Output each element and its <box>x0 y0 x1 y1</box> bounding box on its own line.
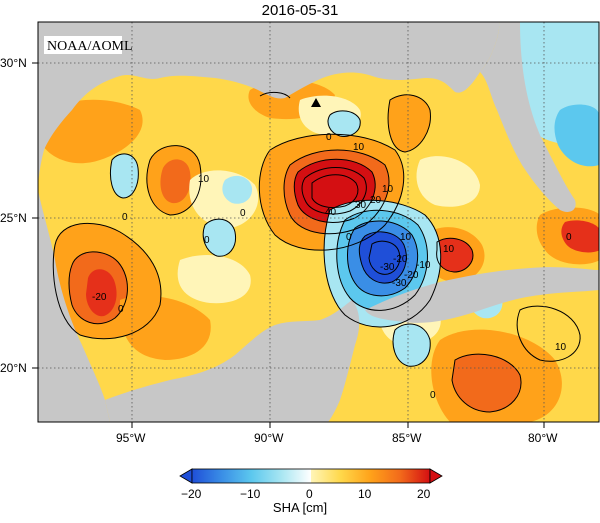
contour-label: 40 <box>325 207 337 218</box>
contour-label: -10 <box>416 260 431 271</box>
lat-tick-label: 30°N <box>0 56 27 70</box>
lat-tick-label: 20°N <box>0 361 27 375</box>
contour-label: -20 <box>404 270 419 281</box>
contour-label: 0 <box>122 212 128 223</box>
contour-label: 30 <box>355 200 367 211</box>
lon-tick-label: 85°W <box>392 431 422 445</box>
lon-tick-label: 95°W <box>116 431 146 445</box>
contour-label: -30 <box>392 278 407 289</box>
contour-label: 0 <box>240 208 246 219</box>
map-title: 2016-05-31 <box>261 2 339 19</box>
colorbar-tick: 20 <box>417 487 431 501</box>
colorbar-tick: −10 <box>240 487 261 501</box>
lon-tick-label: 80°W <box>528 431 558 445</box>
lat-ticks <box>32 62 38 369</box>
contour-label: 0 <box>204 235 210 246</box>
contour-label: 0 <box>430 390 436 401</box>
lon-ticks <box>131 422 545 428</box>
contour-label: -20 <box>92 292 107 303</box>
source-label: NOAA/AOML <box>47 39 133 54</box>
contour-label: 10 <box>198 174 210 185</box>
contour-label: 10 <box>353 142 365 153</box>
yucatan-peninsula <box>105 300 360 422</box>
map-frame <box>37 21 600 423</box>
source-label-box <box>44 36 122 54</box>
contour-label: 20 <box>370 195 382 206</box>
contour-label: 10 <box>382 184 394 195</box>
us-gulf-coast <box>38 22 500 190</box>
lat-tick-label: 25°N <box>0 211 27 225</box>
contour-label: 10 <box>400 232 412 243</box>
contour-label: 10 <box>443 244 455 255</box>
contour-labels: 0 10 0 0 10 0 10 20 30 40 -30 -20 -10 10… <box>92 132 572 401</box>
map-field: 0 10 0 0 10 0 10 20 30 40 -30 -20 -10 10… <box>38 22 599 422</box>
colorbar-label: SHA [cm] <box>272 500 328 515</box>
station-triangle-icon <box>311 98 321 107</box>
contour-label: 0 <box>118 304 124 315</box>
contour-label: -20 <box>393 254 408 265</box>
lon-tick-label: 90°W <box>254 431 284 445</box>
contour-label: 10 <box>555 342 567 353</box>
colorbar-low-arrow <box>179 468 193 484</box>
mexico-coast <box>38 190 110 422</box>
contour-label: 0 <box>566 232 572 243</box>
contour-label: 0 <box>346 232 352 243</box>
contour-label: -30 <box>380 262 395 273</box>
land <box>38 22 599 422</box>
florida-peninsula <box>480 22 576 212</box>
colorbar-tick: −20 <box>181 487 202 501</box>
colorbar: −20 −10 0 10 20 <box>179 468 443 501</box>
contour-label: 0 <box>326 132 332 143</box>
colorbar-high-arrow <box>429 468 443 484</box>
contour-lines <box>52 91 581 413</box>
colorbar-tick: 10 <box>358 487 372 501</box>
graticule <box>38 22 599 422</box>
colorbar-bar <box>191 468 431 484</box>
colorbar-tick: 0 <box>306 487 313 501</box>
